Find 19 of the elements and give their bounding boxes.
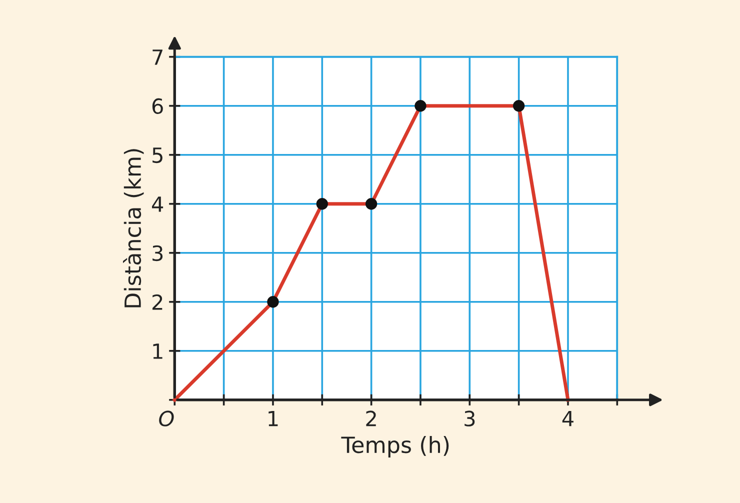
point — [365, 198, 378, 210]
y-tick-label: 2 — [152, 294, 162, 310]
x-tick-label: 3 — [464, 410, 475, 426]
x-axis-title: Temps (h) — [341, 436, 449, 458]
x-tick-label: 2 — [366, 410, 376, 426]
x-tick-label: O — [159, 410, 174, 426]
y-tick-label: 1 — [153, 344, 162, 359]
point — [316, 198, 328, 210]
point — [512, 100, 525, 112]
y-tick-label: 5 — [152, 148, 162, 164]
point — [414, 100, 426, 112]
x-tick-label: 1 — [268, 410, 278, 426]
x-tick-label: 4 — [562, 410, 574, 426]
y-tick-label: 7 — [152, 50, 162, 65]
point — [267, 296, 279, 308]
y-tick-label: 3 — [152, 245, 163, 262]
y-tick-label: 6 — [152, 98, 163, 114]
y-axis-title: Distància (km) — [123, 149, 144, 308]
y-tick-label: 4 — [152, 196, 164, 212]
